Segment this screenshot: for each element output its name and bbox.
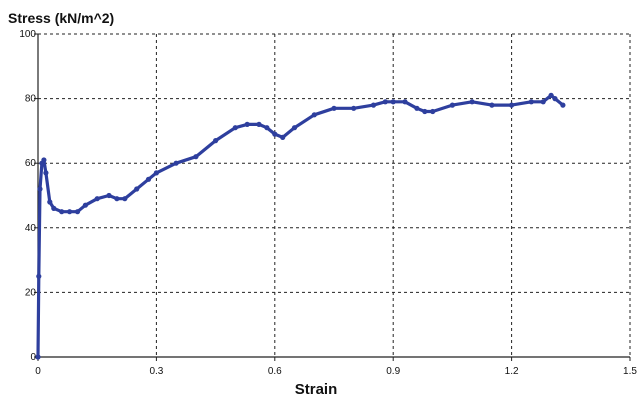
data-point — [449, 102, 455, 108]
y-tick-label: 0 — [30, 352, 36, 363]
data-point — [540, 99, 546, 105]
data-point — [43, 170, 49, 176]
data-point — [414, 105, 420, 111]
data-point — [134, 186, 140, 192]
data-point — [489, 102, 495, 108]
data-point — [213, 138, 219, 144]
data-point — [51, 205, 57, 211]
data-point — [548, 92, 554, 98]
data-point — [311, 112, 317, 118]
x-tick-label: 0 — [35, 366, 41, 377]
data-point — [82, 202, 88, 208]
data-point — [153, 170, 159, 176]
data-point — [94, 196, 100, 202]
data-point — [193, 154, 199, 160]
data-point — [560, 102, 566, 108]
x-axis-label: Strain — [295, 381, 338, 398]
data-point — [232, 125, 238, 131]
data-point — [37, 186, 43, 192]
data-point — [59, 209, 65, 215]
data-point — [145, 176, 152, 182]
data-point — [114, 196, 120, 202]
gridlines — [38, 33, 631, 357]
data-point — [256, 121, 262, 127]
data-point — [244, 121, 250, 127]
data-point — [552, 96, 558, 102]
data-point — [67, 209, 73, 215]
y-tick-label: 100 — [19, 29, 36, 40]
data-point — [430, 108, 436, 115]
data-point — [390, 99, 396, 105]
data-series — [35, 92, 566, 360]
data-point — [36, 273, 42, 279]
data-point — [35, 354, 41, 360]
x-tick-label: 0.6 — [268, 366, 282, 377]
y-tick-label: 60 — [25, 158, 37, 169]
data-point — [528, 99, 534, 105]
data-point — [122, 196, 128, 202]
data-point — [291, 125, 298, 131]
y-axis-label: Stress (kN/m^2) — [8, 10, 114, 26]
tick-labels: 0 0.3 0.6 0.9 1.2 1.5 0 20 40 60 80 100 — [19, 29, 637, 377]
data-point — [41, 157, 47, 163]
data-point — [173, 160, 179, 166]
x-tick-label: 0.3 — [149, 366, 163, 377]
data-point — [402, 99, 408, 105]
x-tick-label: 1.2 — [505, 366, 519, 377]
data-point — [106, 192, 112, 199]
data-point — [47, 199, 53, 205]
data-point — [382, 99, 388, 105]
x-tick-label: 0.9 — [386, 366, 400, 377]
data-point — [331, 105, 337, 111]
y-tick-label: 40 — [25, 223, 37, 234]
data-point — [370, 102, 377, 108]
data-point — [272, 131, 278, 137]
x-tick-label: 1.5 — [623, 366, 637, 377]
data-point — [509, 102, 515, 108]
data-point — [280, 134, 286, 140]
data-point — [74, 209, 81, 215]
data-point — [264, 125, 270, 131]
data-point — [351, 105, 357, 111]
y-tick-label: 20 — [25, 287, 37, 298]
y-tick-label: 80 — [25, 94, 37, 105]
data-point — [422, 108, 428, 115]
data-point — [469, 99, 475, 105]
